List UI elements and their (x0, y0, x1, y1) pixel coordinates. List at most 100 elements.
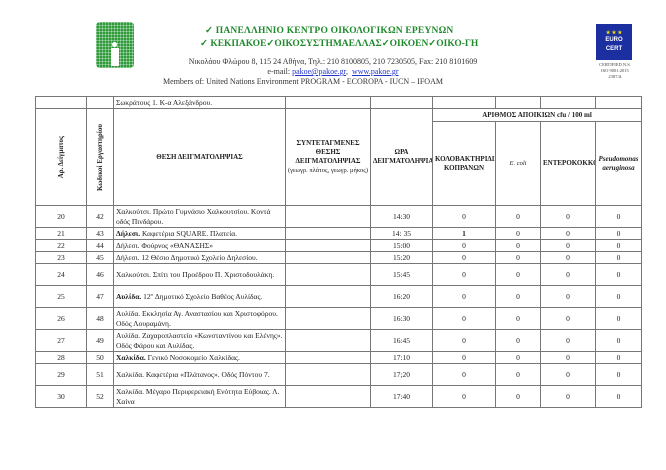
sampling-table: Σωκράτους 1. Κ-α Αλεξάνδρου. Αρ. Δείγματ… (35, 96, 642, 408)
coliforms-value: 0 (432, 205, 496, 228)
pseudomonas-value: 0 (595, 205, 642, 228)
ecoli-value: 0 (495, 307, 541, 330)
website-link[interactable]: www.pakoe.gr (352, 67, 399, 76)
header-coliforms: ΚΟΛΟΒΑΚΤΗΡΙΔΙΑ ΚΟΠΡΑΝΩΝ (432, 121, 496, 206)
ecoli-value: 0 (495, 285, 541, 308)
time: 15:20 (370, 251, 433, 264)
lab-code: 52 (86, 385, 114, 408)
lab-code: 49 (86, 329, 114, 352)
ecoli-value: 0 (495, 363, 541, 386)
sample-no: 23 (35, 251, 87, 264)
time: 17;20 (370, 363, 433, 386)
location: Χαλκούτσι. Πρώτο Γυμνάσιο Χαλκουτσίου. Κ… (113, 205, 286, 228)
table-row: 24 46 Χαλκούτσι. Σπίτι του Προέδρου Π. Χ… (35, 263, 642, 286)
coords (285, 329, 371, 352)
pseudomonas-value: 0 (595, 307, 642, 330)
table-row: 27 49 Αυλίδα. Ζαχαροπλαστείο «Κωνσταντίν… (35, 329, 642, 352)
ecoli-value: 0 (495, 329, 541, 352)
address: Νικολάου Φλώρου 8, 115 24 Αθήνα, Τηλ.: 2… (188, 57, 478, 66)
location: Δήλεσι. 12 Θέσιο Δημοτικό Σχολείο Δηλεσί… (113, 251, 286, 264)
cert-text: CERTIFIED N.S. ISO 9001:2015 2387/Δ (599, 62, 631, 79)
table-row: 26 48 Αυλίδα. Εκκλησία Αγ. Αναστασίου κα… (35, 307, 642, 330)
enterococci-value: 0 (540, 329, 596, 352)
header-enterococci: ΕΝΤΕΡΟΚΟΚΚΟΙ (540, 121, 596, 206)
pseudomonas-value: 0 (595, 263, 642, 286)
lab-code: 42 (86, 205, 114, 228)
header-ecoli: E. coli (495, 121, 541, 206)
header-time: ΩΡΑ ΔΕΙΓΜΑΤΟΛΗΨΙΑΣ (370, 108, 433, 206)
time: 15:00 (370, 239, 433, 252)
coords (285, 285, 371, 308)
location: Χαλκίδα. Γενικό Νοσοκομείο Χαλκίδας. (113, 351, 286, 364)
coords (285, 227, 371, 240)
lab-code: 45 (86, 251, 114, 264)
coords (285, 251, 371, 264)
enterococci-value: 0 (540, 307, 596, 330)
sample-no: 30 (35, 385, 87, 408)
location: Δήλεσι. Φούρνος «ΘΑΝΑΣΗΣ» (113, 239, 286, 252)
ecoli-value: 0 (495, 205, 541, 228)
eurocert-logo: ★ ★ ★ EURO CERT (596, 24, 632, 60)
sample-no: 21 (35, 227, 87, 240)
ecoli-value: 0 (495, 351, 541, 364)
coords (285, 385, 371, 408)
table-row: 23 45 Δήλεσι. 12 Θέσιο Δημοτικό Σχολείο … (35, 251, 642, 264)
enterococci-value: 0 (540, 251, 596, 264)
table-row: 30 52 Χαλκίδα. Μέγαρο Περιφερειακή Ενότη… (35, 385, 642, 408)
coliforms-value: 0 (432, 363, 496, 386)
coords (285, 205, 371, 228)
coliforms-value: 0 (432, 251, 496, 264)
members: Members of: United Nations Environment P… (163, 77, 443, 86)
header-location: ΘΕΣΗ ΔΕΙΓΜΑΤΟΛΗΨΙΑΣ (113, 108, 286, 206)
org-name: ✓ ΠΑΝΕΛΛΗΝΙΟ ΚΕΝΤΡΟ ΟΙΚΟΛΟΓΙΚΩΝ ΕΡΕΥΝΩΝ (205, 26, 454, 36)
coords (285, 363, 371, 386)
lab-code: 47 (86, 285, 114, 308)
sample-no: 20 (35, 205, 87, 228)
ecoli-value: 0 (495, 227, 541, 240)
location: Αυλίδα. 12º Δημοτικό Σχολείο Βαθέος Αυλί… (113, 285, 286, 308)
pseudomonas-value: 0 (595, 251, 642, 264)
coliforms-value: 0 (432, 351, 496, 364)
enterococci-value: 0 (540, 351, 596, 364)
sample-no: 24 (35, 263, 87, 286)
table-row: 22 44 Δήλεσι. Φούρνος «ΘΑΝΑΣΗΣ» 15:00 0 0 0… (35, 239, 642, 252)
ecoli-value: 0 (495, 239, 541, 252)
table-row: 21 43 Δήλεσι. Καφετέρια SQUARE. Πλατεία.… (35, 227, 642, 240)
lab-code: 51 (86, 363, 114, 386)
pseudomonas-value: 0 (595, 351, 642, 364)
coliforms-value: 0 (432, 285, 496, 308)
time: 14:30 (370, 205, 433, 228)
location: Χαλκούτσι. Σπίτι του Προέδρου Π. Χριστοδ… (113, 263, 286, 286)
coliforms-value: 0 (432, 385, 496, 408)
lab-code: 43 (86, 227, 114, 240)
coliforms-value: 0 (432, 329, 496, 352)
ecoli-value: 0 (495, 385, 541, 408)
time: 16:20 (370, 285, 433, 308)
coliforms-value: 0 (432, 307, 496, 330)
location: Χαλκίδα. Καφετέρια «Πλάτανος». Οδός Πόντ… (113, 363, 286, 386)
enterococci-value: 0 (540, 263, 596, 286)
lab-code: 50 (86, 351, 114, 364)
location: Χαλκίδα. Μέγαρο Περιφερειακή Ενότητα Εύβ… (113, 385, 286, 408)
ecoli-value: 0 (495, 263, 541, 286)
coliforms-value: 1 (432, 227, 496, 240)
coliforms-value: 0 (432, 263, 496, 286)
time: 16:30 (370, 307, 433, 330)
header-coords: ΣΥΝΤΕΤΑΓΜΕΝΕΣ ΘΕΣΗΣ ΔΕΙΓΜΑΤΟΛΗΨΙΑΣ (γεωγρ… (285, 108, 371, 206)
lab-code: 46 (86, 263, 114, 286)
ecoli-value: 0 (495, 251, 541, 264)
prev-row-text: Σωκράτους 1. Κ-α Αλεξάνδρου. (113, 96, 286, 109)
pseudomonas-value: 0 (595, 285, 642, 308)
header-sample-no: Αρ. Δείγματος (56, 135, 65, 179)
pseudomonas-value: 0 (595, 227, 642, 240)
table-row: 29 51 Χαλκίδα. Καφετέρια «Πλάτανος». Οδό… (35, 363, 642, 386)
time: 17:10 (370, 351, 433, 364)
email-link[interactable]: pakoe@pakoe.gr (292, 67, 346, 76)
org-affiliates: ✓ ΚΕΚΠΑΚΟΕ✓ΟΙΚΟΣΥΣΤΗΜΑΕΛΛΑΣ✓ΟΙΚΟΕΝ✓ΟΙΚΟ-… (200, 39, 479, 49)
time: 15:45 (370, 263, 433, 286)
coords (285, 307, 371, 330)
enterococci-value: 0 (540, 205, 596, 228)
enterococci-value: 0 (540, 363, 596, 386)
time: 14: 35 (370, 227, 433, 240)
sample-no: 29 (35, 363, 87, 386)
